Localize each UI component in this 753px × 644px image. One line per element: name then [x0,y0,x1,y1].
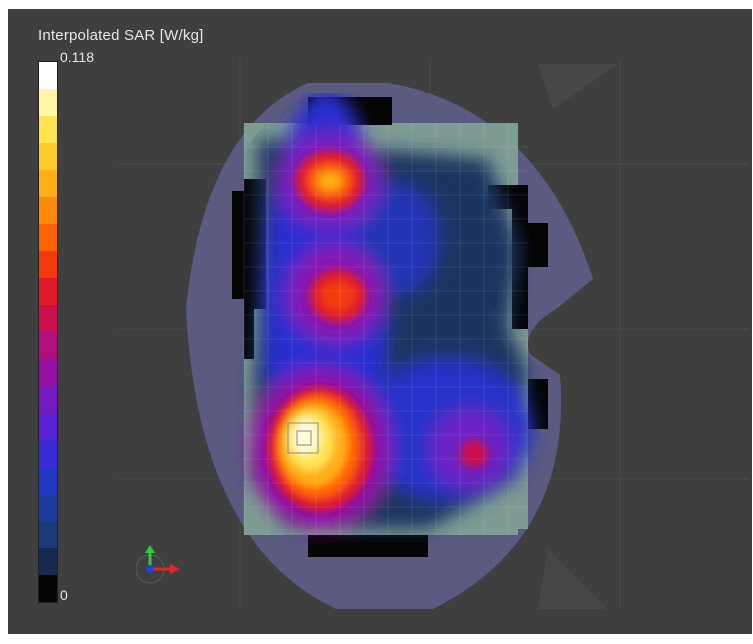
colorbar-band [39,170,57,197]
colorbar [38,61,58,603]
colorbar-band [39,575,57,602]
colorbar-band [39,89,57,116]
colorbar-band [39,413,57,440]
colorbar-band [39,278,57,305]
colorbar-band [39,305,57,332]
colorbar-band [39,386,57,413]
colorbar-band [39,467,57,494]
colorbar-band [39,62,57,89]
colorbar-band [39,440,57,467]
measurement-grid [243,123,528,535]
legend-max-value: 0.118 [60,49,94,65]
colorbar-band [39,332,57,359]
peak-marker [287,422,319,454]
colorbar-band [39,359,57,386]
colorbar-band [39,116,57,143]
sar-field-plot [118,59,748,609]
colorbar-band [39,494,57,521]
colorbar-band [39,224,57,251]
legend-title: Interpolated SAR [W/kg] [38,27,204,44]
3d-viewport[interactable]: Interpolated SAR [W/kg] 0.118 0 [8,9,752,634]
colorbar-band [39,251,57,278]
legend-min-value: 0 [60,587,68,603]
colorbar-band [39,548,57,575]
colorbar-band [39,521,57,548]
colorbar-band [39,143,57,170]
colorbar-band [39,197,57,224]
axis-triad-icon[interactable] [136,541,186,591]
background-shading [538,64,618,609]
